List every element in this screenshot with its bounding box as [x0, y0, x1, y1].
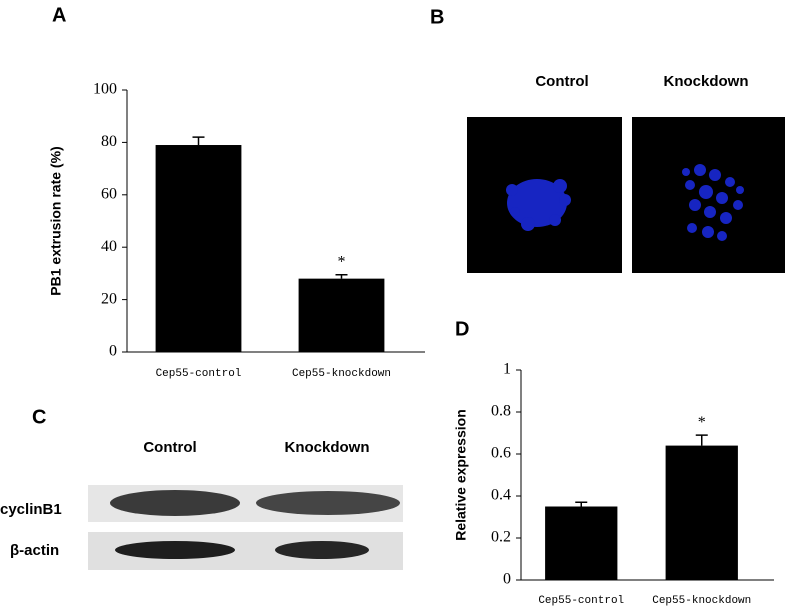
column-label: Knockdown	[285, 439, 370, 456]
y-tick-label: 0.8	[491, 403, 511, 420]
column-label: Knockdown	[664, 73, 749, 90]
panel-label: A	[52, 4, 66, 26]
column-label: Control	[535, 73, 588, 90]
y-axis-label: PB1 extrusion rate (%)	[48, 146, 64, 295]
y-tick-label: 100	[93, 81, 117, 98]
y-tick-label: 0.4	[491, 487, 511, 504]
bar	[155, 145, 242, 352]
bar	[298, 278, 385, 352]
error-bar	[575, 501, 588, 507]
micrograph	[632, 117, 785, 273]
y-tick-label: 80	[101, 133, 117, 150]
y-tick-label: 1	[503, 361, 511, 378]
error-bar	[695, 434, 708, 446]
significance-mark: *	[698, 414, 706, 431]
x-tick-label: Cep55-knockdown	[292, 368, 391, 380]
row-label: cyclinB1	[0, 501, 62, 518]
bar	[545, 506, 618, 580]
y-tick-label: 0	[109, 343, 117, 360]
error-bar	[192, 136, 205, 146]
micrograph	[467, 117, 622, 273]
y-tick-label: 60	[101, 185, 117, 202]
y-axis-label: Relative expression	[453, 409, 469, 541]
error-bar	[335, 273, 348, 279]
panel-label: C	[32, 406, 46, 428]
column-label: Control	[143, 439, 196, 456]
panel-label: D	[455, 318, 469, 340]
x-tick-label: Cep55-knockdown	[652, 595, 751, 607]
y-tick-label: 0.6	[491, 445, 511, 462]
blot	[88, 485, 403, 570]
x-tick-label: Cep55-control	[156, 368, 242, 380]
panel-label: B	[430, 6, 444, 28]
significance-mark: *	[338, 253, 346, 270]
y-tick-label: 20	[101, 290, 117, 307]
row-label: β-actin	[10, 542, 59, 559]
y-tick-label: 40	[101, 238, 117, 255]
y-tick-label: 0.2	[491, 529, 511, 546]
bar	[665, 445, 738, 580]
y-tick-label: 0	[503, 571, 511, 588]
x-tick-label: Cep55-control	[538, 595, 624, 607]
